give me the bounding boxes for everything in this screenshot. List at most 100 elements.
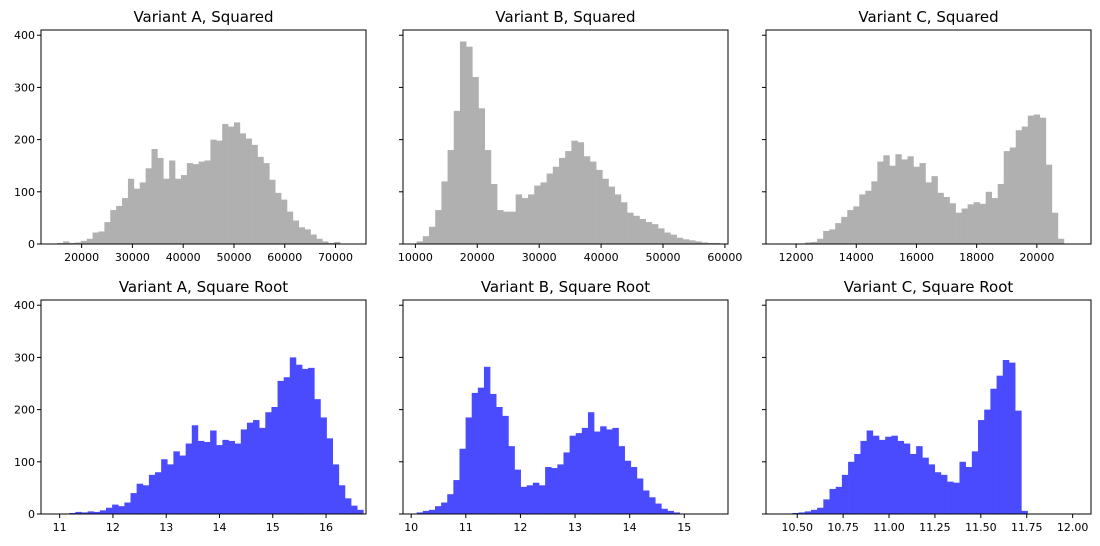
histogram-bar — [596, 169, 603, 244]
histogram-bar — [928, 464, 936, 514]
histogram-bar — [483, 366, 491, 514]
histogram-bar — [257, 156, 264, 244]
histogram-bar — [639, 218, 646, 244]
x-tick-label: 12 — [513, 521, 527, 534]
histogram-bar — [810, 509, 818, 514]
x-tick-label: 11.50 — [965, 521, 997, 534]
histogram-bar — [947, 481, 954, 514]
histogram-bar — [275, 192, 282, 244]
histogram-bar — [69, 512, 76, 514]
histogram-bar — [245, 138, 252, 244]
x-tick-label: 60000 — [267, 251, 302, 264]
histogram-bar — [133, 188, 141, 244]
histogram-bar — [110, 210, 117, 244]
histogram-bar — [658, 228, 665, 244]
histogram-bar — [515, 194, 523, 244]
histogram-bar — [453, 110, 461, 245]
histogram-bar — [682, 239, 690, 244]
histogram-bar — [292, 220, 300, 244]
histogram-bar — [344, 498, 352, 514]
y-tick-label: 300 — [14, 81, 35, 94]
histogram-bar — [841, 216, 848, 244]
histogram-bar — [967, 204, 974, 244]
histogram-bar — [860, 440, 867, 514]
histogram-bar — [57, 242, 64, 244]
histogram-bar — [210, 139, 217, 244]
histogram-bar — [63, 241, 70, 244]
histogram-bar — [689, 240, 696, 244]
histogram-bar — [186, 163, 194, 244]
histogram-bar — [496, 407, 503, 514]
histogram-bar — [949, 203, 956, 244]
x-tick-label: 11.00 — [873, 521, 905, 534]
histogram-bar — [620, 202, 628, 244]
histogram-bar — [502, 415, 509, 514]
histogram-bar — [546, 173, 554, 244]
histogram-bars — [775, 114, 1065, 244]
histogram-bar — [320, 417, 327, 514]
panel-title: Variant C, Squared — [858, 8, 998, 26]
x-tick-label: 15 — [266, 521, 280, 534]
histogram-bar — [520, 486, 528, 514]
histogram-bar — [80, 240, 87, 244]
histogram-bar — [633, 215, 640, 244]
histogram-bar — [283, 377, 291, 514]
x-tick-label: 30000 — [115, 251, 150, 264]
x-tick-label: 10 — [404, 521, 418, 534]
histogram-bar — [526, 485, 534, 514]
histogram-bar — [86, 238, 93, 244]
x-tick-label: 60000 — [707, 251, 742, 264]
x-tick-label: 40000 — [584, 251, 619, 264]
histogram-bar — [853, 206, 860, 244]
x-tick-label: 20000 — [460, 251, 495, 264]
histogram-bar — [606, 429, 613, 514]
histogram-bar — [357, 509, 364, 514]
panel-variant-b-square-root: Variant B, Square Root 10 11 12 13 14 15 — [399, 278, 729, 534]
histogram-bar — [459, 448, 466, 514]
histogram-bar — [897, 440, 905, 514]
histogram-bar — [222, 439, 229, 514]
panel-title: Variant A, Square Root — [119, 278, 288, 296]
x-tick-label: 16000 — [899, 251, 934, 264]
histogram-bars — [786, 360, 1028, 514]
x-tick-label: 12.00 — [1057, 521, 1089, 534]
histogram-bar — [959, 461, 966, 514]
axes-frame — [40, 29, 367, 245]
histogram-bar — [990, 388, 997, 514]
histogram-bar — [81, 512, 88, 514]
histogram-bar — [528, 194, 535, 244]
histogram-bar — [854, 453, 861, 514]
histogram-bar — [919, 163, 926, 244]
histogram-bar — [453, 480, 460, 514]
histogram-bar — [497, 210, 504, 244]
histogram-bar — [104, 222, 111, 244]
histogram-bar — [583, 156, 591, 244]
histogram-bar — [978, 420, 985, 514]
histogram-bar — [589, 161, 597, 244]
histogram-bar — [98, 231, 105, 244]
histogram-bar — [277, 380, 284, 514]
y-tick-label: 400 — [14, 29, 35, 42]
x-tick-label: 13 — [159, 521, 173, 534]
histogram-bar — [233, 122, 241, 244]
x-tick-label: 16 — [319, 521, 333, 534]
panel-variant-c-square-root: Variant C, Square Root 10.50 10.75 11.00 11… — [762, 278, 1092, 534]
histogram-bar — [416, 241, 424, 244]
histogram-bar — [422, 236, 430, 244]
histogram-bars — [416, 366, 693, 514]
x-tick-label: 15 — [677, 521, 691, 534]
x-tick-label: 70000 — [318, 251, 353, 264]
histogram-bar — [441, 181, 448, 244]
histogram-bar — [913, 166, 920, 244]
histogram-bar — [155, 472, 162, 514]
histogram-bar — [953, 482, 960, 514]
histogram-bar — [551, 468, 558, 514]
histogram-bar — [253, 420, 260, 514]
histogram-bar — [198, 161, 205, 244]
x-tick-label: 10000 — [398, 251, 433, 264]
histogram-bar — [477, 387, 485, 514]
histogram-bar — [1039, 117, 1047, 244]
histogram-bar — [148, 474, 156, 514]
histogram-bar — [163, 178, 170, 244]
histogram-bar — [895, 154, 902, 244]
